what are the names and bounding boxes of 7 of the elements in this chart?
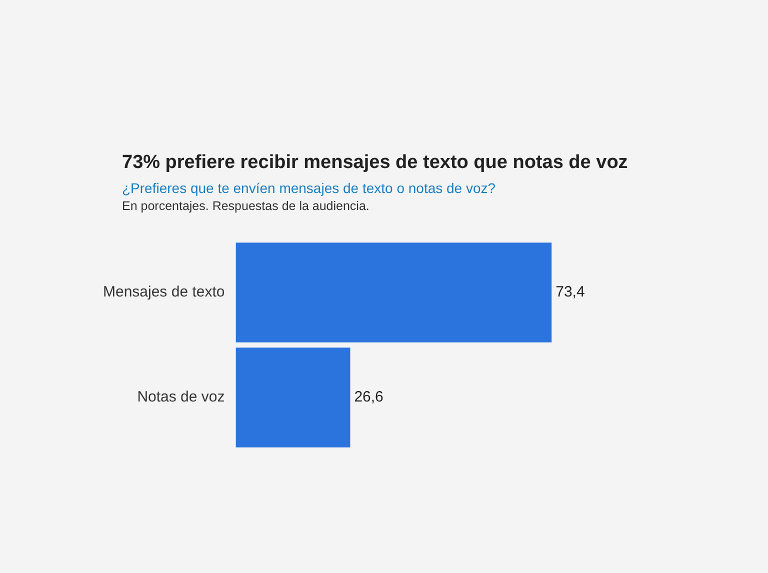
data-label: 73,4: [556, 284, 585, 301]
text: En porcentajes. Respuestas de la audiencia.: [122, 199, 370, 213]
data-label: 26,6: [354, 388, 384, 406]
y-tick-label: Mensajes de texto: [102, 284, 225, 301]
chart-subtitle: ¿Prefieres que te envíen mensajes de texto o notas de voz?: [122, 180, 496, 196]
chart-title: 73% prefiere recibir mensajes de texto que notas de voz: [122, 152, 628, 174]
y-tick-label: Notas de voz: [137, 388, 225, 406]
